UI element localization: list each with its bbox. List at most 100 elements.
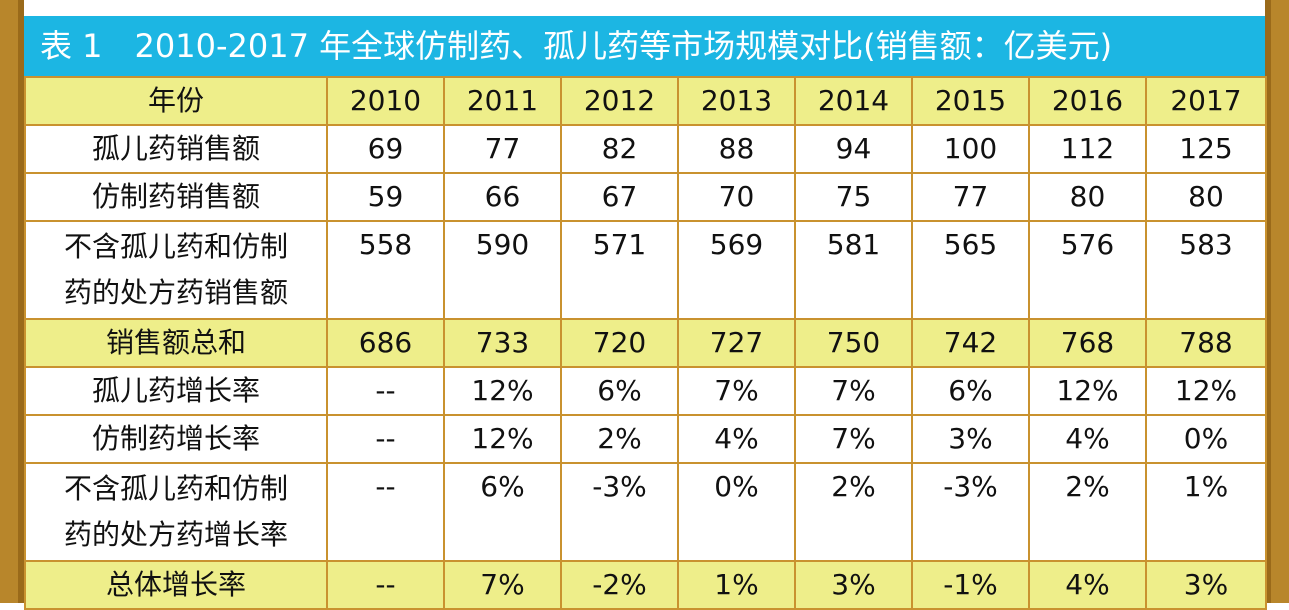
table-cell: 0% <box>677 462 796 562</box>
row-label: 销售额总和 <box>24 318 328 368</box>
table-cell: 7% <box>794 414 913 464</box>
table-row: 不含孤儿药和仿制 药的处方药销售额 558 590 571 569 581 56… <box>24 220 1267 320</box>
header-year: 2016 <box>1028 76 1147 126</box>
row-label: 孤儿药销售额 <box>24 124 328 174</box>
row-label-line: 不含孤儿药和仿制 <box>63 472 288 505</box>
table-row-total: 销售额总和 686 733 720 727 750 742 768 788 <box>24 318 1267 368</box>
table-cell: 742 <box>911 318 1030 368</box>
table-cell: 112 <box>1028 124 1147 174</box>
table-cell: -1% <box>911 560 1030 610</box>
table-cell: 82 <box>560 124 679 174</box>
table-cell: 2% <box>794 462 913 562</box>
table-cell: 7% <box>677 366 796 416</box>
table-row: 不含孤儿药和仿制 药的处方药增长率 -- 6% -3% 0% 2% -3% 2%… <box>24 462 1267 562</box>
table-cell: 59 <box>326 172 445 222</box>
table-cell: -3% <box>911 462 1030 562</box>
header-row: 年份 2010 2011 2012 2013 2014 2015 2016 20… <box>24 76 1267 126</box>
table-cell: 12% <box>1145 366 1267 416</box>
header-year: 2010 <box>326 76 445 126</box>
table-cell: 80 <box>1028 172 1147 222</box>
table-cell: 3% <box>794 560 913 610</box>
header-year: 2017 <box>1145 76 1267 126</box>
table-title-bar: 表 1 2010-2017 年全球仿制药、孤儿药等市场规模对比(销售额：亿美元) <box>24 16 1265 76</box>
table-cell: 12% <box>1028 366 1147 416</box>
table-cell: 3% <box>911 414 1030 464</box>
row-label: 不含孤儿药和仿制 药的处方药销售额 <box>24 220 328 320</box>
table-cell: 727 <box>677 318 796 368</box>
table-cell: -- <box>326 414 445 464</box>
table-cell: 80 <box>1145 172 1267 222</box>
table-row-total: 总体增长率 -- 7% -2% 1% 3% -1% 4% 3% <box>24 560 1267 610</box>
table-cell: 100 <box>911 124 1030 174</box>
table-cell: 4% <box>677 414 796 464</box>
row-label-line: 药的处方药销售额 <box>63 276 288 309</box>
table-cell: 750 <box>794 318 913 368</box>
table-cell: 69 <box>326 124 445 174</box>
left-border-bar <box>0 0 24 603</box>
table-row: 孤儿药增长率 -- 12% 6% 7% 7% 6% 12% 12% <box>24 366 1267 416</box>
table-cell: 788 <box>1145 318 1267 368</box>
table-title: 表 1 2010-2017 年全球仿制药、孤儿药等市场规模对比(销售额：亿美元) <box>40 27 1113 65</box>
table-cell: 66 <box>443 172 562 222</box>
table-cell: 571 <box>560 220 679 320</box>
table-cell: 88 <box>677 124 796 174</box>
table-cell: 768 <box>1028 318 1147 368</box>
table-cell: 7% <box>443 560 562 610</box>
table-cell: 583 <box>1145 220 1267 320</box>
table-cell: -- <box>326 366 445 416</box>
table-cell: 6% <box>443 462 562 562</box>
header-year: 2015 <box>911 76 1030 126</box>
table-cell: 3% <box>1145 560 1267 610</box>
table-cell: 70 <box>677 172 796 222</box>
table-cell: 0% <box>1145 414 1267 464</box>
table-cell: 7% <box>794 366 913 416</box>
table-cell: 733 <box>443 318 562 368</box>
table-cell: 1% <box>1145 462 1267 562</box>
table-row: 仿制药增长率 -- 12% 2% 4% 7% 3% 4% 0% <box>24 414 1267 464</box>
header-year: 2013 <box>677 76 796 126</box>
table-row: 仿制药销售额 59 66 67 70 75 77 80 80 <box>24 172 1267 222</box>
row-label: 仿制药销售额 <box>24 172 328 222</box>
table-cell: 77 <box>443 124 562 174</box>
table-cell: 686 <box>326 318 445 368</box>
right-border-bar <box>1265 0 1289 603</box>
table-cell: 1% <box>677 560 796 610</box>
row-label-line: 药的处方药增长率 <box>63 518 288 551</box>
table-cell: -- <box>326 462 445 562</box>
table-cell: 6% <box>560 366 679 416</box>
table-cell: 75 <box>794 172 913 222</box>
table-cell: 6% <box>911 366 1030 416</box>
market-size-table: 年份 2010 2011 2012 2013 2014 2015 2016 20… <box>24 76 1267 610</box>
row-label: 不含孤儿药和仿制 药的处方药增长率 <box>24 462 328 562</box>
header-year: 2014 <box>794 76 913 126</box>
table-row: 孤儿药销售额 69 77 82 88 94 100 112 125 <box>24 124 1267 174</box>
table-cell: 576 <box>1028 220 1147 320</box>
table-cell: 12% <box>443 366 562 416</box>
row-label: 仿制药增长率 <box>24 414 328 464</box>
table-cell: 4% <box>1028 560 1147 610</box>
table-cell: 2% <box>560 414 679 464</box>
table-cell: -2% <box>560 560 679 610</box>
table-cell: 720 <box>560 318 679 368</box>
row-label: 孤儿药增长率 <box>24 366 328 416</box>
row-label: 总体增长率 <box>24 560 328 610</box>
table-cell: 565 <box>911 220 1030 320</box>
table-cell: -- <box>326 560 445 610</box>
table-cell: 4% <box>1028 414 1147 464</box>
row-label-line: 不含孤儿药和仿制 <box>63 230 288 263</box>
table-cell: 569 <box>677 220 796 320</box>
header-year: 2012 <box>560 76 679 126</box>
table-cell: 590 <box>443 220 562 320</box>
table-cell: 67 <box>560 172 679 222</box>
table-cell: 581 <box>794 220 913 320</box>
table-cell: -3% <box>560 462 679 562</box>
table-cell: 94 <box>794 124 913 174</box>
header-year: 2011 <box>443 76 562 126</box>
table-cell: 558 <box>326 220 445 320</box>
header-label: 年份 <box>24 76 328 126</box>
table-cell: 77 <box>911 172 1030 222</box>
table-cell: 2% <box>1028 462 1147 562</box>
table-cell: 12% <box>443 414 562 464</box>
table-cell: 125 <box>1145 124 1267 174</box>
